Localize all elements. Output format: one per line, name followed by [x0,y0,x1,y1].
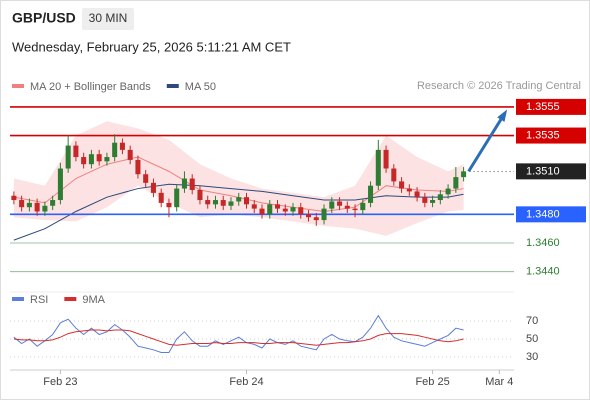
candle-body [65,145,71,169]
x-tick-label: Feb 24 [229,376,263,388]
candle-body [73,145,79,158]
y-tick-label: 70 [526,315,538,327]
x-tick-label: Feb 23 [43,376,77,388]
candle-body [259,208,265,215]
candle-body [166,202,172,208]
candle-body [282,208,288,212]
candle-body [445,188,451,195]
level-label: 1.3440 [526,266,560,278]
candle-body [158,192,164,203]
level-label: 1.3535 [526,129,560,141]
candle-body [352,208,358,211]
candle-body [57,168,63,201]
candle-body [88,154,94,165]
level-label: 1.3460 [526,237,560,249]
candle-body [236,197,242,202]
candle-body [290,207,296,212]
candle-body [406,188,412,192]
candle-body [228,201,234,206]
legend-swatch [64,297,77,301]
candle-body [205,200,211,205]
credit: Research © 2026 Trading Central [417,80,581,92]
candle-body [298,207,304,215]
bollinger-band [13,121,464,236]
indicator-line [13,183,464,241]
candle-body [430,200,436,203]
indicator-line [13,329,464,346]
legend-swatch [166,84,179,88]
candle-body [267,204,273,215]
symbol: GBP/USD [12,10,76,26]
candle-body [174,188,180,208]
candle-body [321,208,327,221]
candle-body [127,149,133,160]
forecast-arrow [467,112,507,173]
timestamp: Wednesday, February 25, 2026 5:11:21 AM … [12,39,291,54]
interval: 30 MIN [89,11,128,25]
x-tick-label: Mar 4 [485,376,513,388]
candle-body [220,200,226,206]
level-label-box [516,206,586,223]
candle-body [437,194,443,201]
candle-body [422,197,428,203]
candle-body [329,201,335,209]
candle-body [274,204,281,209]
candle-body [383,149,389,169]
legend-label: MA 20 + Bollinger Bands [30,81,151,93]
interval-box [82,8,134,30]
candle-body [50,200,56,206]
candle-body [453,177,459,189]
candle-body [19,200,25,208]
legend-label: MA 50 [185,81,216,93]
candle-body [414,191,420,198]
candle-body [150,182,156,193]
candle-body [181,178,187,189]
y-tick-label: 30 [526,351,538,363]
candle-body [344,205,350,209]
candle-body [42,205,48,212]
candle-body [11,195,17,201]
level-label-box [516,163,586,180]
candle-body [26,202,32,208]
legend-label: RSI [30,294,48,306]
level-label-box [516,98,586,115]
candle-body [337,201,343,206]
candle-body [399,181,405,189]
legend-swatch [12,84,24,88]
legend-swatch [12,297,24,301]
level-label: 1.3555 [526,101,560,113]
candle-body [135,159,141,175]
forecast-arrowhead [497,109,508,122]
x-tick-label: Feb 25 [415,376,449,388]
candle-body [313,217,319,221]
candle-body [212,200,218,205]
candle-body [251,204,257,209]
candle-body [461,171,467,178]
candle-body [112,142,118,158]
candle-body [143,174,149,183]
candle-body [197,190,203,201]
candle-body [375,149,381,186]
candle-body [34,202,40,212]
level-label: 1.3480 [526,208,560,220]
candle-body [368,185,374,203]
level-label: 1.3510 [526,165,560,177]
candle-body [391,168,397,182]
candle-body [360,202,366,211]
candle-body [81,157,87,165]
candle-body [119,142,125,150]
candle-body [96,154,102,162]
candle-body [243,197,250,205]
y-tick-label: 50 [526,333,538,345]
level-label-box [516,127,586,144]
candle-body [306,214,312,218]
legend-label: 9MA [82,294,105,306]
candle-body [104,157,110,162]
candle-body [189,178,195,190]
